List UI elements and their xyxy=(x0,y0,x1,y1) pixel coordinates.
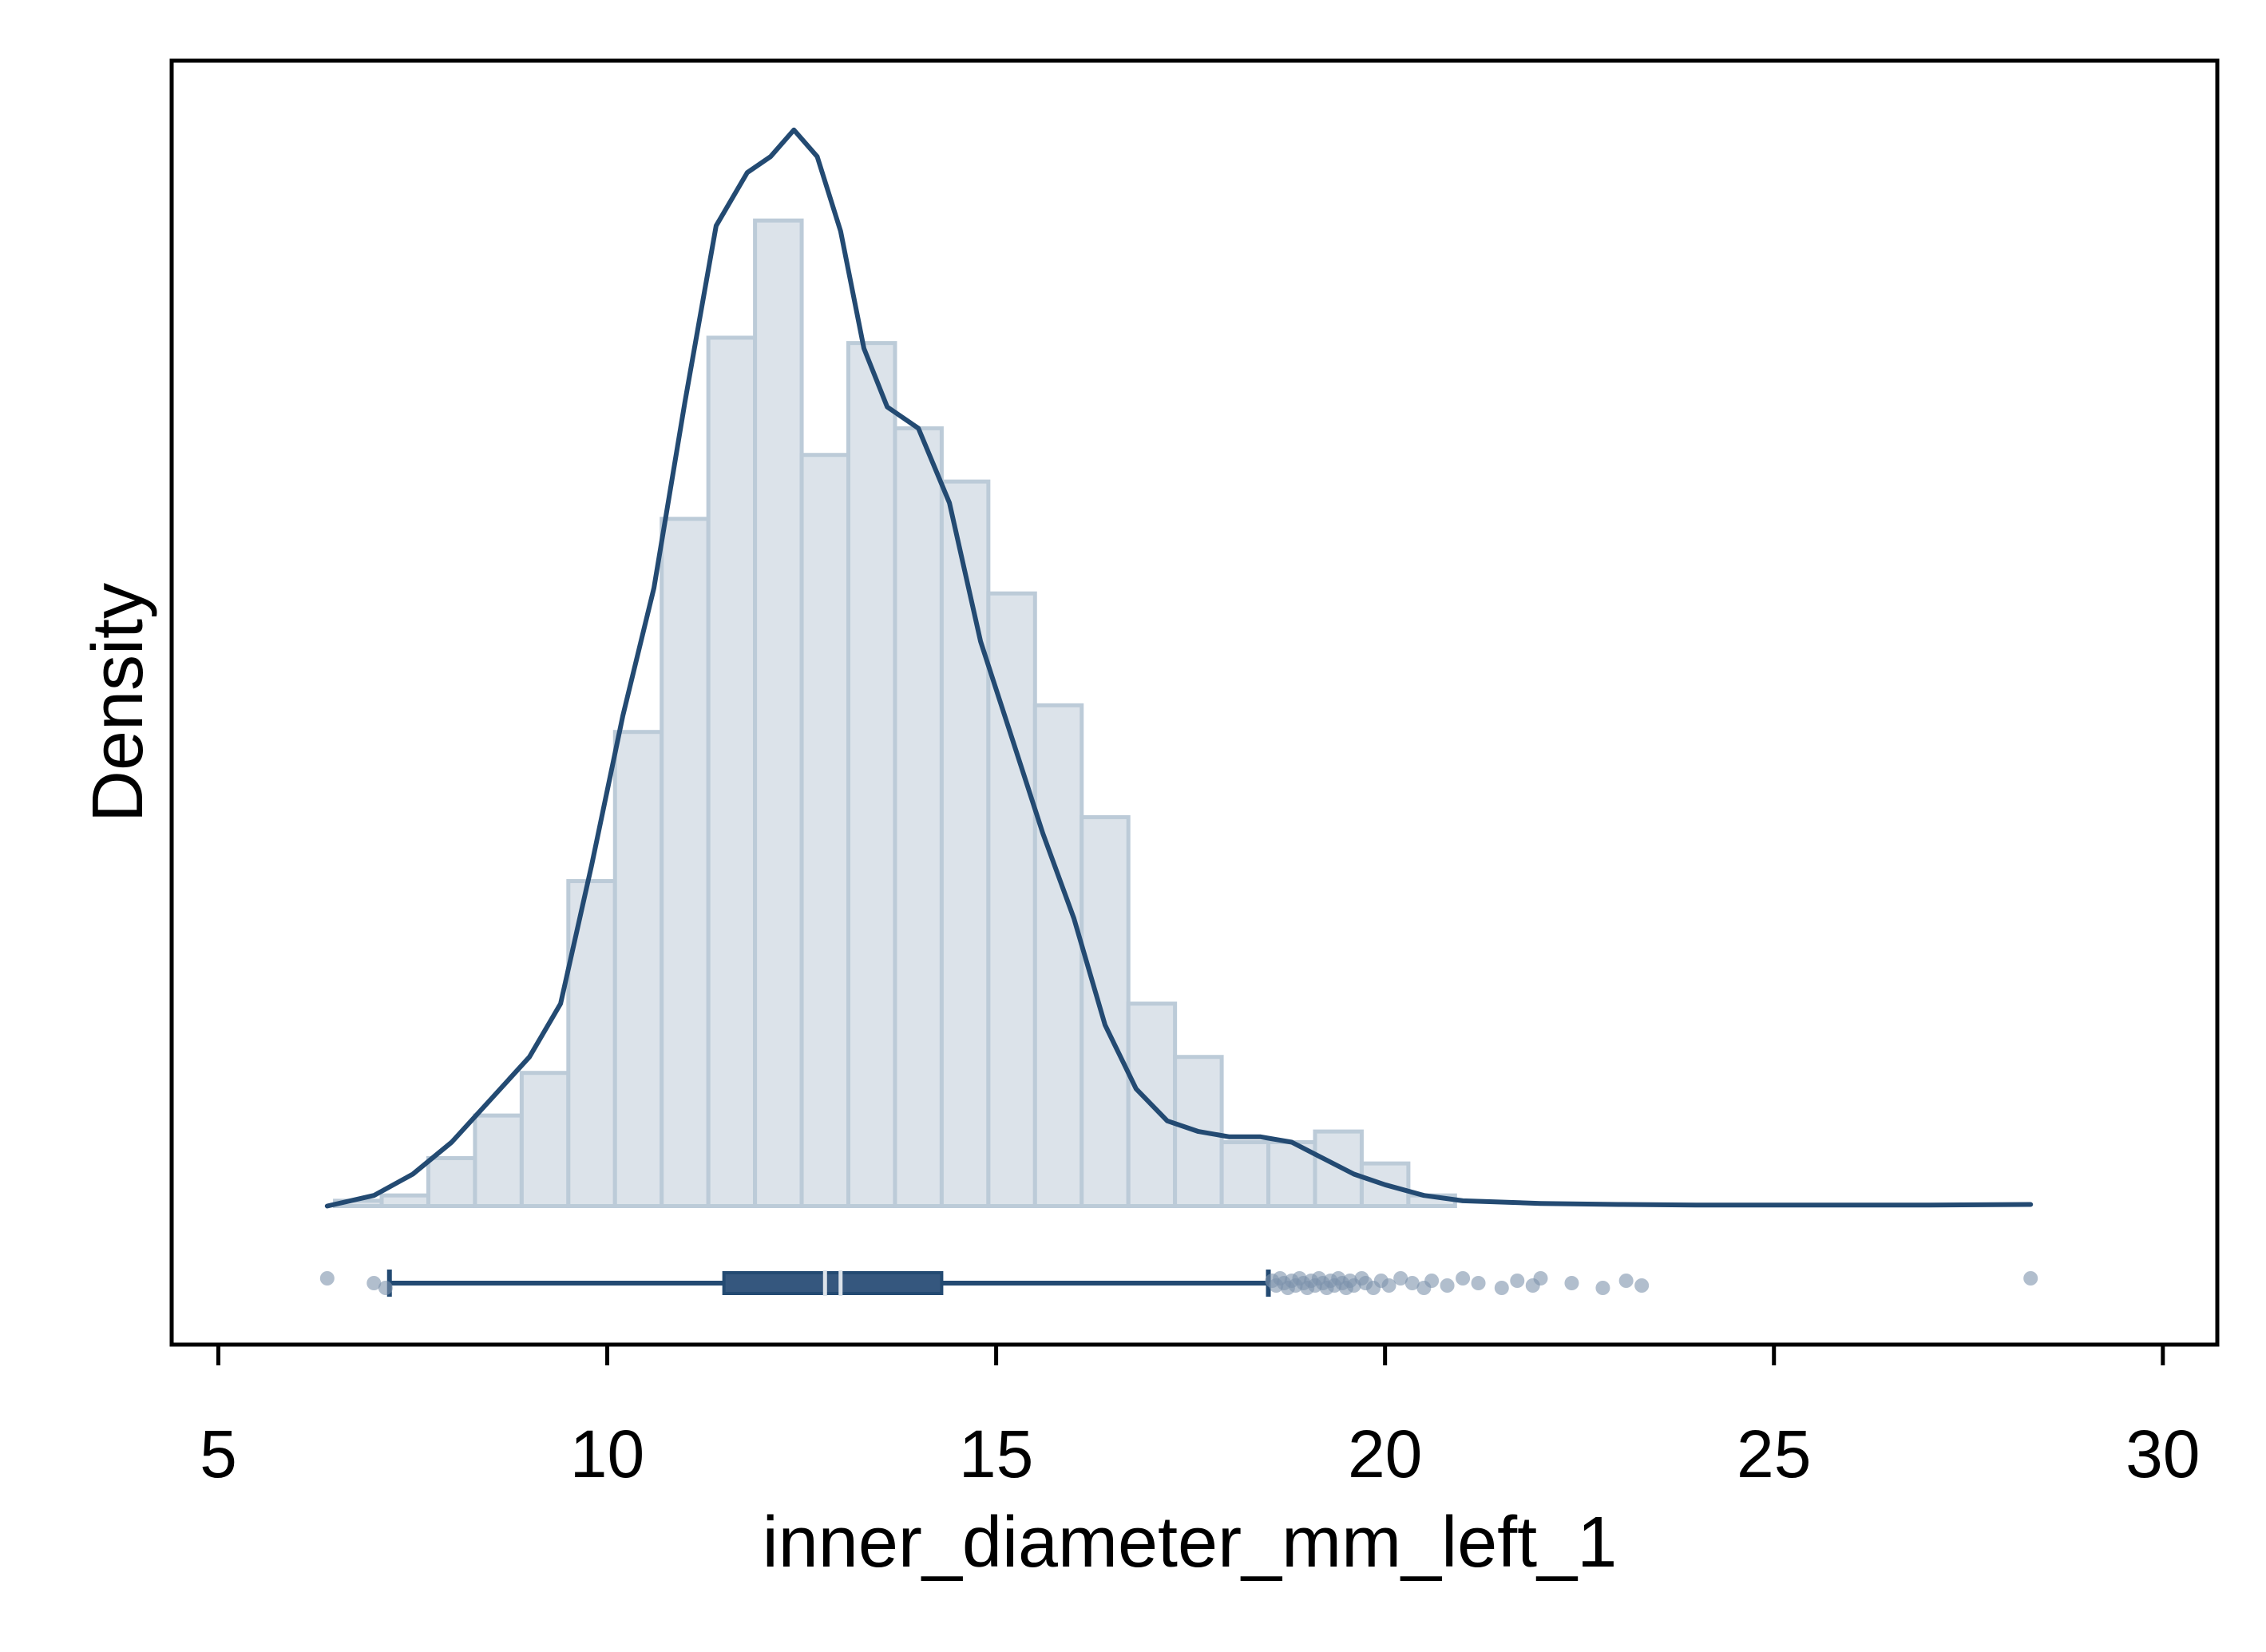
histogram-bar xyxy=(1032,703,1084,1209)
histogram-bar xyxy=(1219,1139,1271,1209)
outlier-point xyxy=(1595,1281,1610,1295)
outlier-point xyxy=(1471,1276,1486,1290)
histogram-bar xyxy=(753,218,804,1209)
outlier-point xyxy=(1494,1281,1509,1295)
x-tick-label: 30 xyxy=(2125,1416,2200,1492)
boxplot-layer xyxy=(319,1270,2038,1297)
y-axis-title: Density xyxy=(78,583,158,822)
x-tick-label: 10 xyxy=(570,1416,644,1492)
outlier-point xyxy=(1510,1274,1525,1288)
histogram-bar xyxy=(893,426,944,1209)
outlier-point xyxy=(2023,1271,2038,1286)
histogram-bar xyxy=(799,453,851,1209)
x-axis: 5 10 15 20 25 30 xyxy=(200,1345,2201,1492)
kde-curve-layer xyxy=(324,127,2034,1209)
x-tick-label: 20 xyxy=(1348,1416,1422,1492)
histogram-bars xyxy=(333,218,1457,1209)
x-tick-label: 25 xyxy=(1737,1416,1811,1492)
outlier-point xyxy=(1564,1276,1579,1290)
x-tick-label: 5 xyxy=(200,1416,237,1492)
outlier-point xyxy=(1424,1274,1440,1288)
histogram-bar xyxy=(846,341,897,1209)
outlier-point xyxy=(1618,1274,1634,1288)
outlier-point xyxy=(1533,1271,1548,1286)
histogram-bar xyxy=(379,1193,430,1209)
outlier-point xyxy=(366,1276,382,1290)
outlier-point xyxy=(1634,1278,1650,1293)
histogram-bar xyxy=(660,517,711,1209)
histogram-bar xyxy=(1080,814,1131,1209)
histogram-bar xyxy=(426,1155,477,1209)
outlier-point xyxy=(1404,1276,1420,1290)
histogram-bar xyxy=(939,479,991,1209)
histogram-bar xyxy=(706,335,758,1209)
outlier-point xyxy=(378,1281,393,1295)
histogram-bar xyxy=(612,730,664,1209)
outlier-point xyxy=(1381,1278,1396,1293)
outlier-point xyxy=(319,1271,335,1286)
x-axis-title: inner_diameter_mm_left_1 xyxy=(763,1503,1618,1583)
outlier-point xyxy=(1440,1278,1455,1293)
iqr-box xyxy=(722,1271,944,1295)
outlier-point xyxy=(1456,1271,1471,1286)
histogram-bar xyxy=(519,1071,571,1209)
kde-curve xyxy=(324,127,2034,1209)
plot-frame xyxy=(169,58,2220,1347)
histogram-bar xyxy=(473,1113,524,1209)
outlier-point xyxy=(1393,1271,1408,1286)
x-tick-label: 15 xyxy=(959,1416,1033,1492)
